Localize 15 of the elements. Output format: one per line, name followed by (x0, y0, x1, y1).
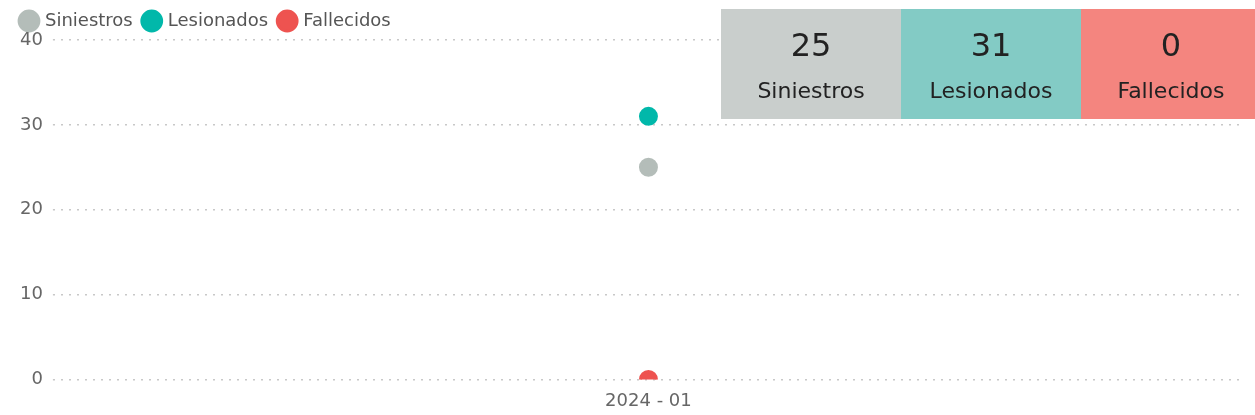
y-tick-label: 0 (31, 367, 43, 389)
legend-label: Siniestros (45, 8, 133, 30)
data-label: 0 (1160, 25, 1182, 64)
y-tick-label: 30 (20, 112, 43, 134)
y-tick-label: 40 (20, 27, 43, 49)
y-tick-label: 20 (20, 197, 43, 219)
x-tick-label: 2024 - 01 (605, 388, 692, 410)
legend-label: Fallecidos (303, 8, 391, 30)
category-label: Fallecidos (1117, 77, 1225, 103)
category-label: Lesionados (929, 77, 1053, 103)
data-label: 31 (970, 25, 1012, 64)
legend-label: Lesionados (167, 8, 269, 30)
y-tick-label: 10 (20, 282, 43, 304)
category-label: Siniestros (757, 77, 865, 103)
data-label: 25 (790, 25, 832, 64)
